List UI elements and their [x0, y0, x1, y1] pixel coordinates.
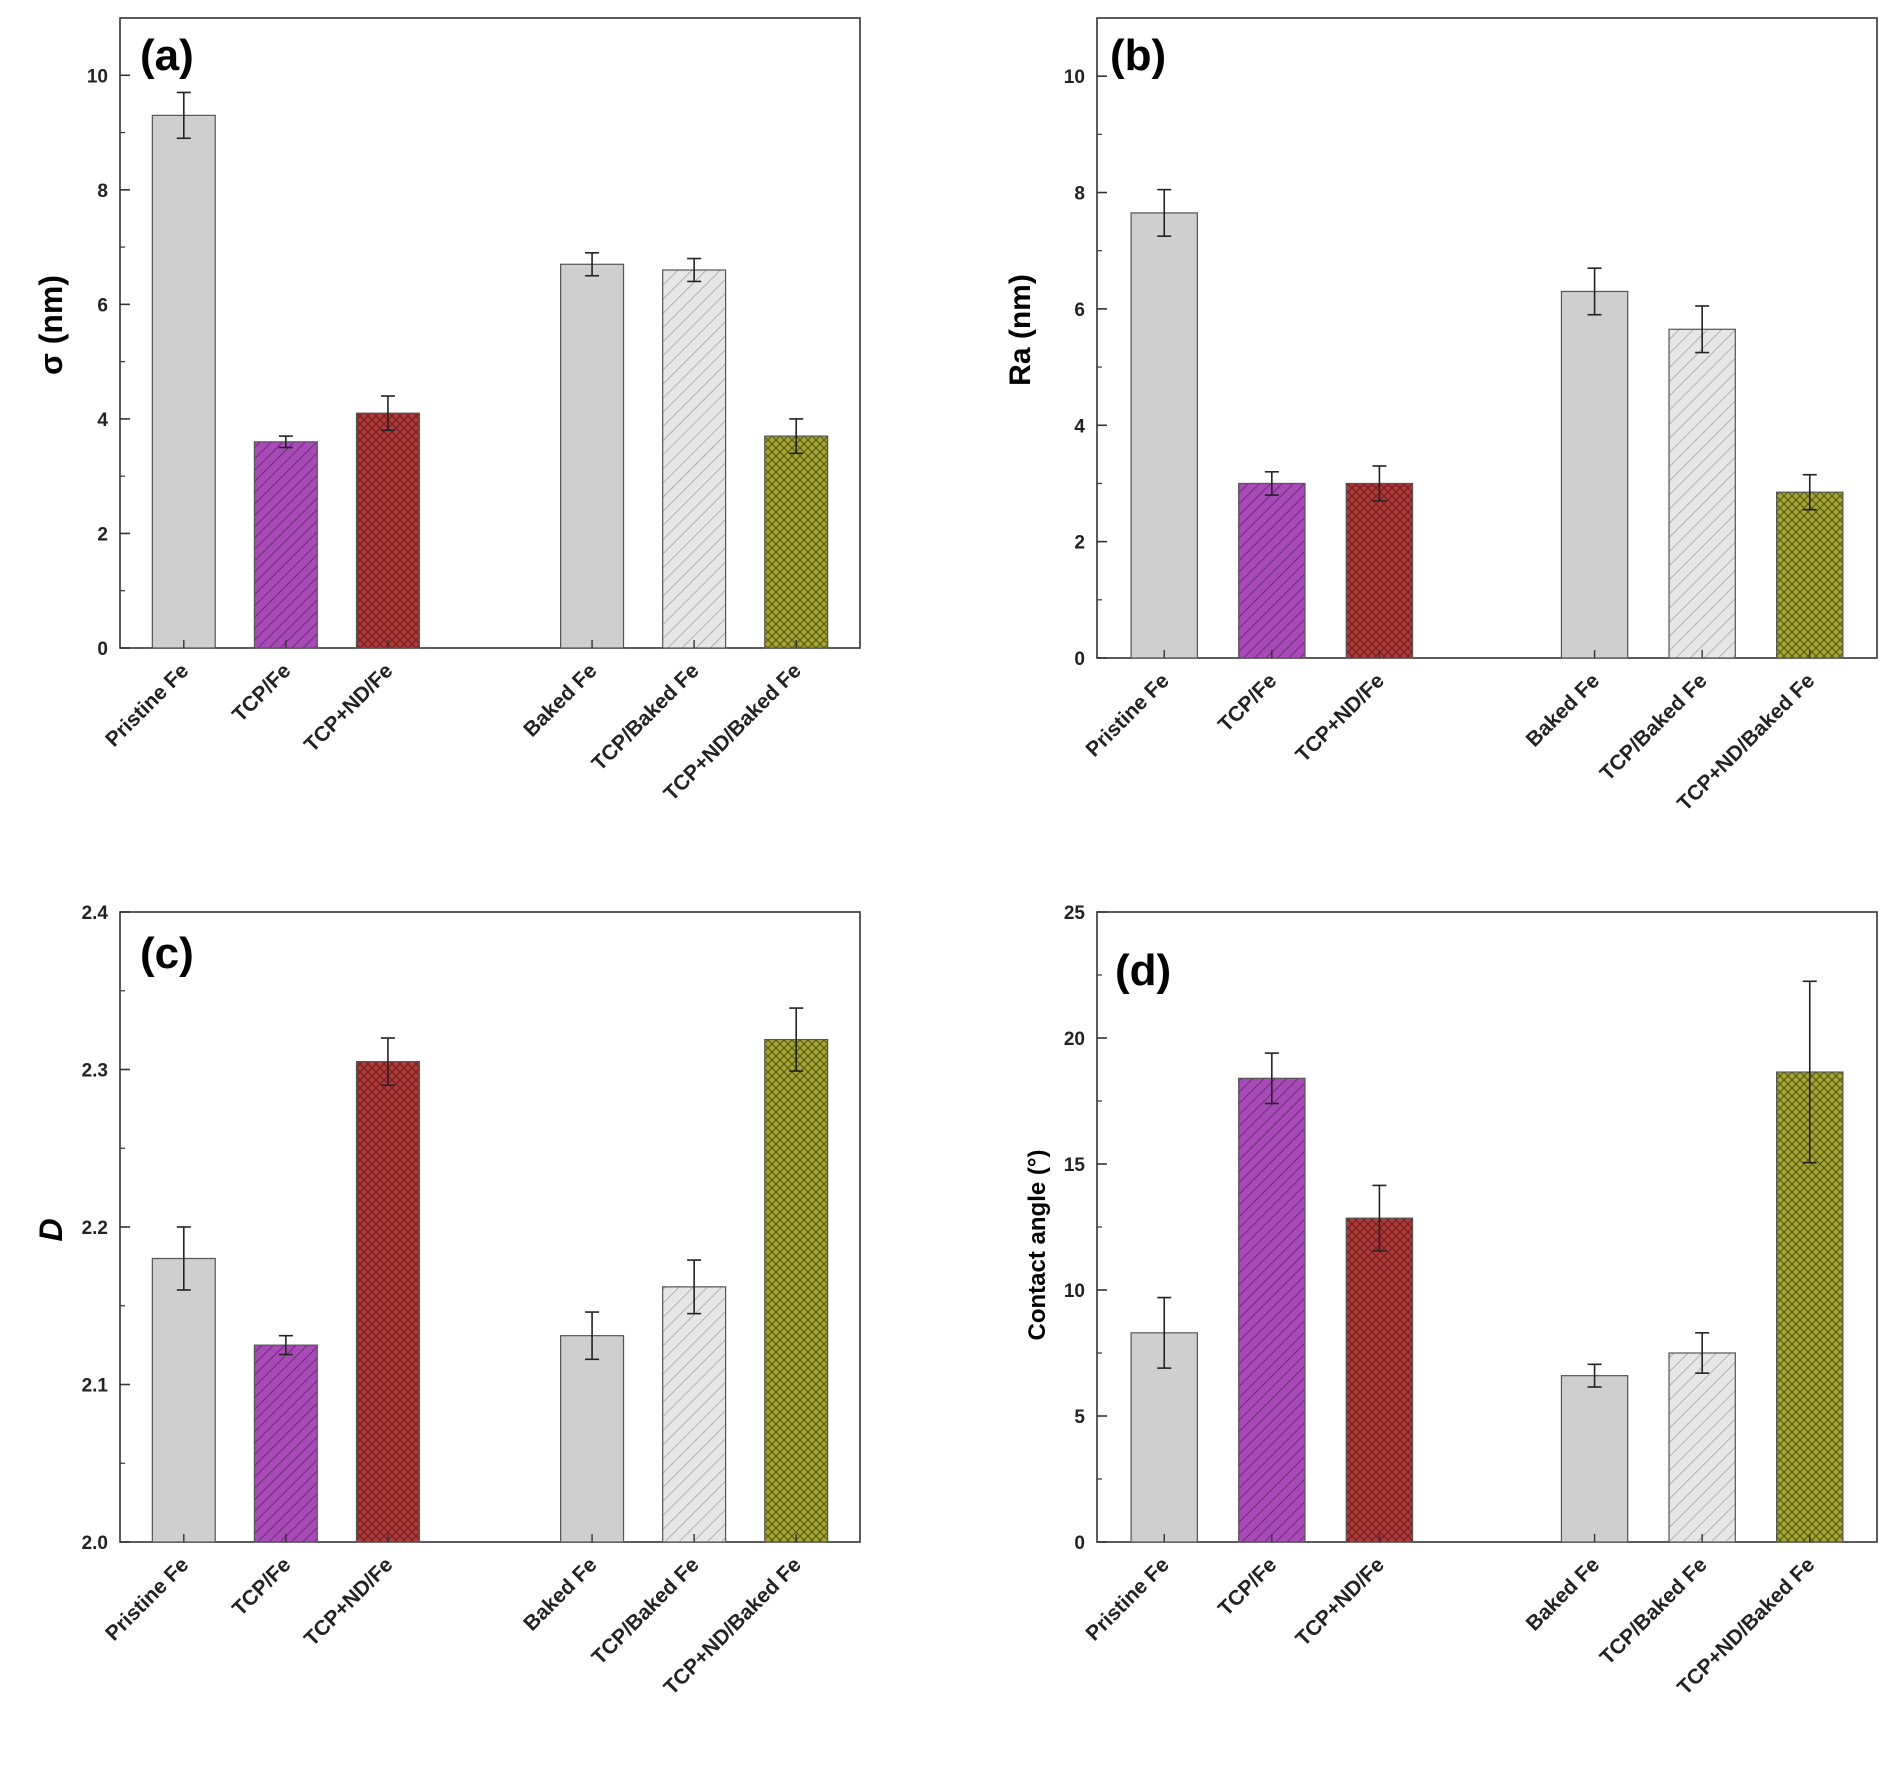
y-axis-label: Contact angle (°) — [1024, 1150, 1051, 1341]
x-tick-label: TCP/Fe — [1214, 669, 1281, 736]
x-tick-label: Baked Fe — [1522, 1553, 1604, 1635]
y-tick-label: 2.3 — [82, 1061, 108, 1082]
plot-frame — [1096, 17, 1878, 659]
y-tick-label: 0 — [97, 639, 108, 660]
plot-frame — [119, 911, 861, 1543]
x-tick-label: TCP+ND/Fe — [300, 659, 398, 757]
bar[interactable] — [764, 1038, 829, 1543]
chart-panel-b: (b) Ra (nm) 0 2 4 6 8 10 Pristine Fe TCP/Fe TCP+… — [1004, 17, 1878, 816]
bar[interactable] — [151, 114, 216, 649]
y-tick-label: 0 — [1074, 649, 1085, 670]
bar[interactable] — [560, 263, 625, 649]
bar[interactable] — [151, 1257, 216, 1543]
bar[interactable] — [253, 1344, 318, 1543]
x-tick-label: TCP/Fe — [228, 1553, 295, 1620]
bar[interactable] — [1345, 1217, 1414, 1543]
panel-label: (b) — [1110, 31, 1166, 80]
bar[interactable] — [1560, 290, 1629, 659]
y-tick-label: 10 — [1064, 1281, 1085, 1302]
y-tick-label: 20 — [1064, 1029, 1085, 1050]
chart-panel-a: (a) σ (nm) 0 2 4 6 8 10 Pristine Fe TCP/Fe TCP+N… — [33, 17, 861, 806]
x-tick-label: TCP/Baked Fe — [1596, 669, 1712, 785]
y-tick-label: 5 — [1074, 1407, 1085, 1428]
x-tick-label: Pristine Fe — [101, 1553, 193, 1645]
x-tick-label: Baked Fe — [519, 1553, 601, 1635]
y-tick-label: 2.0 — [82, 1533, 108, 1554]
y-tick-label: 2.1 — [82, 1376, 109, 1397]
y-tick-label: 2 — [1074, 533, 1085, 554]
y-tick-label: 10 — [1064, 67, 1085, 88]
bar[interactable] — [1345, 482, 1414, 659]
x-tick-label: Baked Fe — [1522, 669, 1604, 751]
y-tick-label: 6 — [1074, 300, 1085, 321]
bar[interactable] — [253, 441, 318, 649]
panel-label: (c) — [140, 929, 194, 978]
panel-label: (a) — [140, 31, 194, 80]
y-tick-label: 4 — [97, 410, 108, 431]
bar[interactable] — [1560, 1375, 1629, 1543]
x-tick-label: Pristine Fe — [1082, 669, 1174, 761]
y-tick-label: 8 — [97, 181, 108, 202]
y-tick-label: 6 — [97, 295, 108, 316]
y-tick-label: 2 — [97, 524, 108, 545]
y-tick-label: 10 — [87, 66, 108, 87]
y-tick-label: 15 — [1064, 1155, 1086, 1176]
bar[interactable] — [560, 1335, 625, 1543]
bar[interactable] — [1668, 1352, 1736, 1543]
y-tick-label: 0 — [1074, 1533, 1085, 1554]
bar[interactable] — [355, 1061, 420, 1543]
bar[interactable] — [662, 1286, 727, 1543]
y-axis-label: Ra (nm) — [1004, 274, 1037, 386]
y-axis-label: σ (nm) — [33, 275, 69, 375]
panel-label: (d) — [1115, 946, 1171, 995]
x-tick-label: TCP/Fe — [1214, 1553, 1281, 1620]
y-tick-label: 2.4 — [82, 903, 109, 924]
x-tick-label: TCP+ND/Fe — [1291, 669, 1389, 767]
bar[interactable] — [662, 269, 727, 649]
y-tick-label: 4 — [1074, 416, 1085, 437]
x-tick-label: TCP+ND/Fe — [300, 1553, 398, 1651]
y-tick-label: 25 — [1064, 903, 1086, 924]
x-tick-label: TCP+ND/Fe — [1291, 1553, 1389, 1651]
x-tick-label: Pristine Fe — [101, 659, 193, 751]
x-tick-label: TCP/Baked Fe — [588, 659, 704, 775]
bar[interactable] — [1238, 1077, 1306, 1543]
x-tick-label: Pristine Fe — [1082, 1553, 1174, 1645]
bar[interactable] — [764, 435, 829, 649]
bar[interactable] — [1238, 482, 1306, 659]
bar[interactable] — [1776, 491, 1844, 659]
x-tick-label: Baked Fe — [519, 659, 601, 741]
y-axis-label: D — [33, 1218, 69, 1241]
x-tick-label: TCP/Baked Fe — [1596, 1553, 1712, 1669]
y-tick-label: 2.2 — [82, 1218, 108, 1239]
plot-frame — [1096, 911, 1878, 1543]
x-tick-label: TCP/Baked Fe — [588, 1553, 704, 1669]
y-tick-label: 8 — [1074, 184, 1085, 205]
chart-panel-d: (d) Contact angle (°) 0 5 10 15 20 25 Pristine… — [1024, 903, 1878, 1700]
x-tick-label: TCP/Fe — [228, 659, 295, 726]
bar[interactable] — [1130, 212, 1198, 659]
plot-frame — [119, 17, 861, 649]
bar[interactable] — [355, 412, 420, 649]
bar[interactable] — [1668, 328, 1736, 659]
